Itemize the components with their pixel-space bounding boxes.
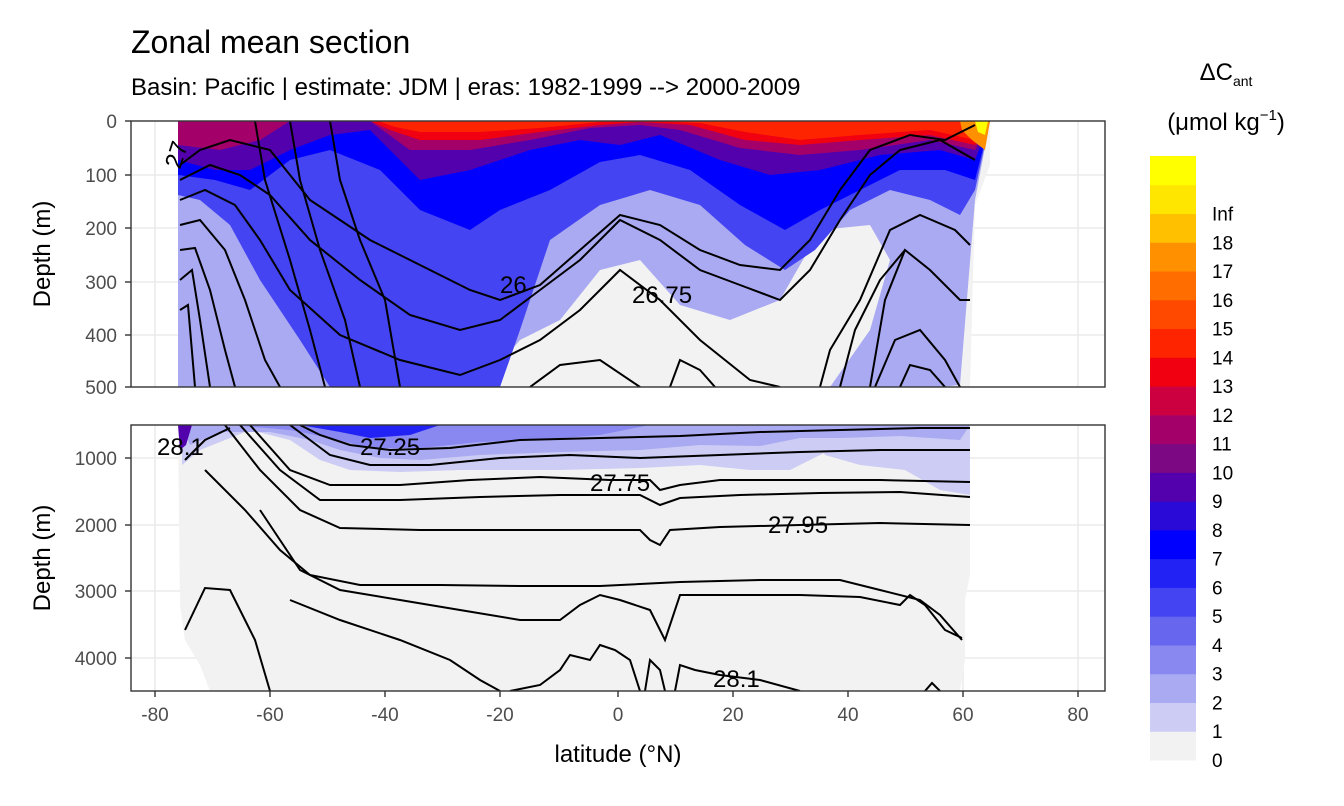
legend-tick-label: 12: [1212, 406, 1233, 427]
lower-panel: 28.1 27.25 27.75 27.95 28.1 1000 2000 30…: [29, 424, 1106, 693]
upper-y-axis-title: Depth (m): [29, 201, 56, 308]
legend-swatch: [1150, 299, 1196, 330]
legend-swatch: [1150, 558, 1196, 588]
chart-title: Zonal mean section: [131, 24, 411, 60]
contour-label: 27.75: [590, 470, 650, 497]
lower-y-axis: 1000 2000 3000 4000: [75, 449, 117, 670]
legend-tick-label: 8: [1212, 521, 1223, 542]
legend-tick-label: 0: [1212, 751, 1223, 772]
y-tick-label: 1000: [75, 449, 117, 470]
contour-label: 26.75: [632, 282, 692, 309]
legend-tick-label: 9: [1212, 492, 1223, 513]
lower-panel-fill: [178, 425, 970, 691]
legend-tick-label: 14: [1212, 348, 1234, 369]
y-tick-label: 300: [85, 273, 117, 294]
lower-panel-contours: [184, 425, 971, 691]
y-tick-label: 3000: [75, 582, 117, 603]
x-tick-label: 0: [613, 705, 624, 726]
fill-level-14: [378, 121, 990, 140]
x-tick-label: 20: [722, 705, 743, 726]
legend-tick-label: 13: [1212, 377, 1233, 398]
legend-tick-label: Inf: [1212, 205, 1234, 226]
legend-swatch: [1150, 644, 1196, 675]
x-tick-label: -60: [256, 705, 283, 726]
chart-subtitle: Basin: Pacific | estimate: JDM | eras: 1…: [131, 74, 801, 101]
legend-tick-label: 2: [1212, 693, 1223, 714]
legend-swatch: [1150, 386, 1196, 416]
legend-tick-label: 18: [1212, 233, 1233, 254]
y-tick-label: 400: [85, 326, 117, 347]
lower-y-axis-title: Depth (m): [29, 505, 56, 612]
upper-panel-contours: [179, 121, 976, 387]
legend-swatch: [1150, 472, 1196, 502]
contour-label: 26: [500, 272, 527, 299]
y-tick-label: 2000: [75, 516, 117, 537]
fill-level-6: [300, 425, 440, 438]
legend-tick-label: 15: [1212, 320, 1233, 341]
legend-swatch: [1150, 156, 1196, 186]
legend-swatch: [1150, 357, 1196, 387]
legend-tick-label: 5: [1212, 607, 1223, 628]
x-axis: -80 -60 -40 -20 0 20 40 60 80 latitude (…: [141, 691, 1089, 768]
y-tick-label: 500: [85, 378, 117, 399]
legend-tick-label: 10: [1212, 463, 1233, 484]
legend-swatch: [1150, 587, 1196, 617]
y-tick-label: 200: [85, 219, 117, 240]
legend-swatch: [1150, 328, 1196, 358]
legend-tick-label: 7: [1212, 550, 1223, 571]
legend-swatch: [1150, 616, 1196, 646]
fill-level-18: [975, 121, 988, 135]
legend-swatch: [1150, 529, 1196, 560]
legend-swatch: [1150, 213, 1196, 243]
legend-swatch: [1150, 271, 1196, 301]
x-axis-title: latitude (°N): [555, 741, 682, 768]
legend-swatch: [1150, 501, 1196, 531]
legend-swatch: [1150, 443, 1196, 473]
legend-units: (μmol kg−1): [1167, 107, 1285, 136]
x-tick-label: -80: [141, 705, 168, 726]
contour-label: 27.25: [360, 434, 420, 461]
legend-tick-label: 1: [1212, 722, 1223, 743]
y-tick-label: 4000: [75, 649, 117, 670]
legend-swatch: [1150, 414, 1196, 445]
legend-tick-label: 6: [1212, 578, 1223, 599]
legend-swatch: [1150, 702, 1196, 732]
legend-swatch: [1150, 673, 1196, 703]
legend-tick-label: 17: [1212, 262, 1233, 283]
legend-tick-label: 16: [1212, 291, 1233, 312]
fill-level-9: [178, 425, 192, 450]
contour-label: 28.1: [157, 434, 204, 461]
contour-label: 28.1: [713, 666, 760, 693]
x-tick-label: 80: [1067, 705, 1088, 726]
x-tick-label: -20: [486, 705, 513, 726]
legend-swatch: [1150, 184, 1196, 215]
legend-tick-label: 3: [1212, 665, 1223, 686]
contour-label: 27.95: [768, 512, 828, 539]
x-tick-label: -40: [371, 705, 398, 726]
x-tick-label: 40: [837, 705, 858, 726]
upper-y-axis: 0 100 200 300 400 500: [85, 112, 117, 399]
upper-panel: 26 26.75 27 0 100 200 300 400 500 Depth …: [29, 112, 1106, 399]
legend-swatch: [1150, 242, 1196, 272]
fill-level-0: [178, 425, 970, 691]
y-tick-label: 0: [106, 112, 117, 133]
upper-panel-fill: [178, 121, 990, 387]
legend-title: ΔCant: [1200, 59, 1253, 89]
lower-panel-contour-labels: 28.1 27.25 27.75 27.95 28.1: [157, 434, 828, 693]
upper-panel-border: [130, 120, 1106, 388]
y-tick-label: 100: [85, 166, 117, 187]
x-tick-label: 60: [952, 705, 973, 726]
legend-swatch: [1150, 731, 1196, 761]
legend-tick-label: 11: [1212, 435, 1232, 456]
legend-tick-label: 4: [1212, 636, 1223, 657]
colorbar-legend: ΔCant (μmol kg−1) 0123456789101112131415…: [1150, 59, 1285, 772]
